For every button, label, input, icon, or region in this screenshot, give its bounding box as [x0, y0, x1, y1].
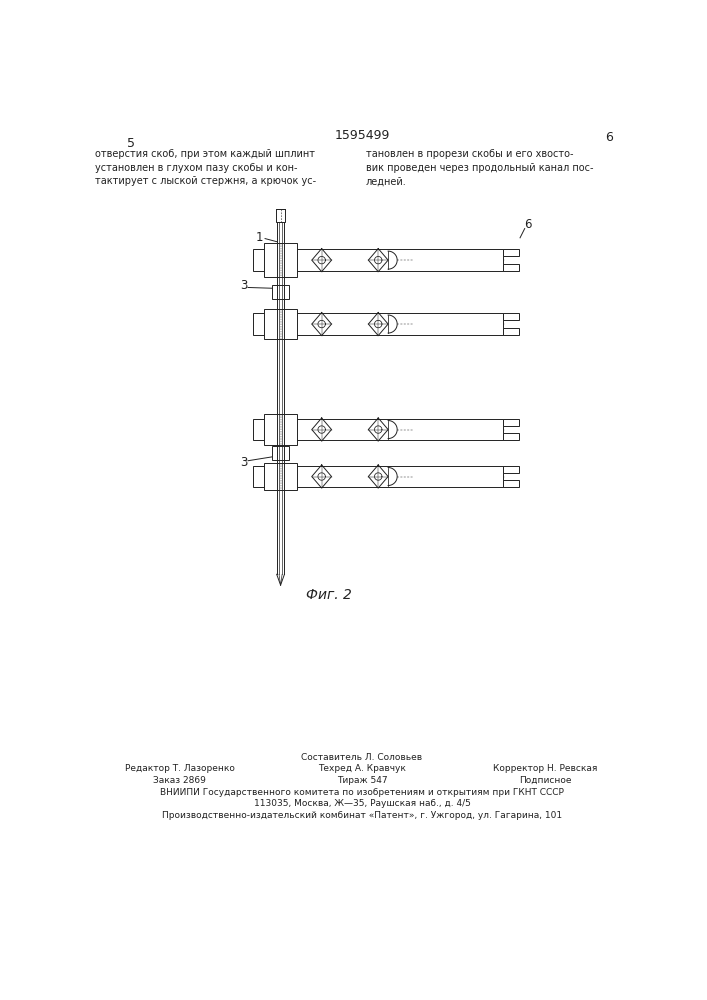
Text: 5: 5 [127, 137, 135, 150]
Text: 113035, Москва, Ж—35, Раушская наб., д. 4/5: 113035, Москва, Ж—35, Раушская наб., д. … [254, 799, 470, 808]
Text: Корректор Н. Ревская: Корректор Н. Ревская [493, 764, 598, 773]
Text: отверстия скоб, при этом каждый шплинт
установлен в глухом пазу скобы и кон-
так: отверстия скоб, при этом каждый шплинт у… [95, 149, 316, 186]
Text: ВНИИПИ Государственного комитета по изобретениям и открытиям при ГКНТ СССР: ВНИИПИ Государственного комитета по изоб… [160, 788, 564, 797]
Bar [503, 480, 518, 487]
Text: Техред А. Кравчук: Техред А. Кравчук [318, 764, 406, 773]
Bar [503, 264, 518, 271]
Bar [503, 419, 518, 426]
Bar [503, 249, 518, 256]
Text: Составитель Л. Соловьев: Составитель Л. Соловьев [301, 753, 423, 762]
Bar [503, 433, 518, 440]
Text: 6: 6 [605, 131, 613, 144]
Text: 3: 3 [240, 456, 247, 469]
Text: Редактор Т. Лазоренко: Редактор Т. Лазоренко [125, 764, 235, 773]
Bar [252, 419, 503, 440]
Bar [264, 414, 297, 445]
Bar [272, 446, 289, 460]
Bar [252, 466, 503, 487]
Text: 1595499: 1595499 [334, 129, 390, 142]
Text: Подписное: Подписное [520, 776, 572, 785]
Bar [503, 466, 518, 473]
Bar [252, 249, 503, 271]
Bar [264, 463, 297, 490]
Text: 6: 6 [524, 218, 532, 231]
Text: 3: 3 [240, 279, 247, 292]
Text: Заказ 2869: Заказ 2869 [153, 776, 206, 785]
Text: Тираж 547: Тираж 547 [337, 776, 387, 785]
Text: тановлен в прорези скобы и его хвосто-
вик проведен через продольный канал пос-
: тановлен в прорези скобы и его хвосто- в… [366, 149, 593, 186]
Bar [252, 313, 503, 335]
Text: Фиг. 2: Фиг. 2 [305, 588, 351, 602]
Bar [272, 285, 289, 299]
Bar [503, 313, 518, 320]
Bar [264, 243, 297, 277]
Bar [276, 209, 285, 222]
Bar [264, 309, 297, 339]
Text: Производственно-издательский комбинат «Патент», г. Ужгород, ул. Гагарина, 101: Производственно-издательский комбинат «П… [162, 811, 562, 820]
Text: 1: 1 [256, 231, 264, 244]
Bar [503, 328, 518, 335]
